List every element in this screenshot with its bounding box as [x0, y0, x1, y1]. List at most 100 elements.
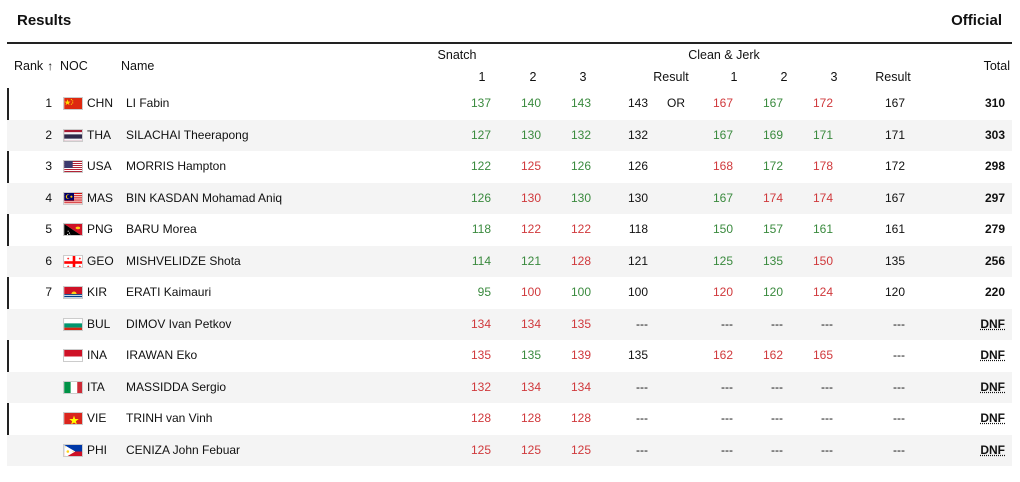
rank-value: 5: [45, 222, 52, 236]
clean-jerk-attempt-3: ---: [821, 411, 833, 425]
snatch-result: 126: [627, 159, 648, 173]
athlete-name[interactable]: BARU Morea: [126, 222, 197, 236]
clean-jerk-result: 167: [884, 96, 905, 110]
snatch-attempt-3: 128: [570, 253, 591, 268]
column-header-noc[interactable]: NOC: [60, 59, 88, 73]
table-row[interactable]: 2 THA SILACHAI Theerapong 127 130 132 132 167 16…: [7, 119, 1012, 151]
clean-jerk-attempt-1: 167: [712, 190, 733, 205]
flag-philippines-icon: [63, 443, 83, 457]
athlete-name[interactable]: MASSIDDA Sergio: [126, 379, 227, 394]
column-header-cj-1: 1: [730, 70, 738, 84]
column-header-rank-label: Rank: [14, 59, 44, 73]
snatch-attempt-1: 128: [470, 411, 491, 425]
noc-code: ITA: [87, 379, 105, 394]
snatch-result: ---: [636, 316, 648, 331]
rank-value: 7: [45, 285, 52, 299]
table-row[interactable]: ITA MASSIDDA Sergio 132 134 134 --- --- --- --- -…: [7, 371, 1012, 403]
flag-georgia-icon: [63, 254, 83, 268]
snatch-attempt-1: 126: [470, 190, 491, 205]
athlete-name[interactable]: MISHVELIDZE Shota: [126, 253, 241, 268]
row-marker: [7, 214, 9, 246]
table-row[interactable]: 4 MAS BIN KASDAN Mohamad Aniq 126 130 130 130 1…: [7, 182, 1012, 214]
table-row[interactable]: 1 CHN LI Fabin 137 140 143 143 OR 167 167 172 167 31…: [7, 88, 1012, 120]
noc-code: KIR: [87, 285, 108, 299]
athlete-name[interactable]: MORRIS Hampton: [126, 159, 227, 173]
sort-arrow-up-icon[interactable]: ↑: [47, 59, 54, 73]
noc-code: THA: [87, 127, 111, 142]
column-group-clean-jerk: Clean & Jerk: [688, 48, 760, 62]
noc-code: GEO: [87, 253, 114, 268]
athlete-name[interactable]: IRAWAN Eko: [126, 348, 198, 362]
clean-jerk-attempt-3: 124: [812, 285, 833, 299]
clean-jerk-attempt-2: 157: [762, 222, 783, 236]
clean-jerk-attempt-3: ---: [821, 379, 833, 394]
clean-jerk-attempt-2: 169: [762, 127, 783, 142]
athlete-name[interactable]: BIN KASDAN Mohamad Aniq: [126, 190, 283, 205]
total-value[interactable]: DNF: [980, 379, 1005, 394]
noc-code: INA: [87, 348, 108, 362]
total-value[interactable]: DNF: [980, 316, 1005, 331]
table-row[interactable]: PHI CENIZA John Febuar 125 125 125 --- --- --- -…: [7, 434, 1012, 466]
clean-jerk-attempt-1: 125: [712, 253, 733, 268]
clean-jerk-attempt-1: 162: [712, 348, 733, 362]
clean-jerk-result: 172: [884, 159, 905, 173]
total-value[interactable]: DNF: [980, 348, 1005, 362]
snatch-attempt-2: 128: [520, 411, 541, 425]
clean-jerk-result: 120: [884, 285, 905, 299]
athlete-name[interactable]: TRINH van Vinh: [126, 411, 213, 425]
snatch-attempt-3: 135: [570, 316, 591, 331]
column-header-name[interactable]: Name: [121, 59, 155, 73]
table-row[interactable]: INA IRAWAN Eko 135 135 139 135 162 162 165 --- DNF: [7, 340, 1012, 372]
athlete-name[interactable]: CENIZA John Febuar: [126, 442, 241, 457]
column-header-total: Total: [983, 59, 1010, 73]
snatch-attempt-1: 118: [471, 222, 491, 236]
total-value: 220: [984, 285, 1005, 299]
total-value[interactable]: DNF: [980, 411, 1005, 425]
rank-value: 3: [45, 159, 52, 173]
total-value[interactable]: DNF: [980, 442, 1005, 457]
clean-jerk-attempt-1: 120: [712, 285, 733, 299]
column-header-rank[interactable]: Rank ↑: [14, 59, 53, 73]
athlete-name[interactable]: LI Fabin: [126, 96, 170, 110]
clean-jerk-result: 135: [884, 253, 905, 268]
table-row[interactable]: 7 KIR ERATI Kaimauri 95 100 100 100 120 120 124 12…: [7, 277, 1012, 309]
total-value: 303: [984, 127, 1005, 142]
table-row[interactable]: 6 GEO MISHVELIDZE Shota 114 121 128 121 125 135 1…: [7, 245, 1012, 277]
snatch-attempt-1: 122: [470, 159, 491, 173]
snatch-attempt-2: 130: [520, 190, 541, 205]
athlete-name[interactable]: ERATI Kaimauri: [126, 285, 212, 299]
record-badge: OR: [667, 96, 685, 110]
noc-code: CHN: [87, 96, 113, 110]
snatch-attempt-1: 134: [470, 316, 491, 331]
column-header-cj-3: 3: [830, 70, 838, 84]
table-row[interactable]: 3 USA MORRIS Hampton 122 125 126 126 168 172 178 1…: [7, 151, 1012, 183]
athlete-name[interactable]: DIMOV Ivan Petkov: [126, 316, 232, 331]
table-row[interactable]: BUL DIMOV Ivan Petkov 134 134 135 --- --- --- --…: [7, 308, 1012, 340]
table-row[interactable]: VIE TRINH van Vinh 128 128 128 --- --- --- --- --…: [7, 403, 1012, 435]
snatch-attempt-3: 134: [570, 379, 591, 394]
clean-jerk-attempt-1: 167: [712, 96, 733, 110]
row-marker: [7, 340, 9, 372]
athlete-name[interactable]: SILACHAI Theerapong: [126, 127, 249, 142]
clean-jerk-attempt-2: ---: [771, 442, 783, 457]
noc-code: PHI: [87, 442, 108, 457]
header-divider: [7, 42, 1012, 44]
flag-china-icon: [63, 97, 83, 110]
flag-italy-icon: [63, 380, 83, 394]
snatch-attempt-1: 114: [471, 253, 491, 268]
clean-jerk-attempt-3: ---: [821, 442, 833, 457]
flag-vietnam-icon: [63, 412, 83, 425]
flag-malaysia-icon: [63, 191, 83, 205]
noc-code: PNG: [87, 222, 114, 236]
snatch-attempt-1: 137: [470, 96, 491, 110]
snatch-result: 121: [627, 253, 648, 268]
snatch-result: 100: [627, 285, 648, 299]
clean-jerk-result: ---: [893, 316, 905, 331]
clean-jerk-attempt-1: 167: [712, 127, 733, 142]
table-row[interactable]: 5 PNG BARU Morea 118 122 122 118 150 157 161 161 27…: [7, 214, 1012, 246]
snatch-result: ---: [636, 442, 648, 457]
clean-jerk-attempt-1: ---: [721, 411, 733, 425]
total-value: 256: [984, 253, 1005, 268]
clean-jerk-attempt-2: 135: [762, 253, 783, 268]
snatch-attempt-3: 132: [570, 127, 591, 142]
